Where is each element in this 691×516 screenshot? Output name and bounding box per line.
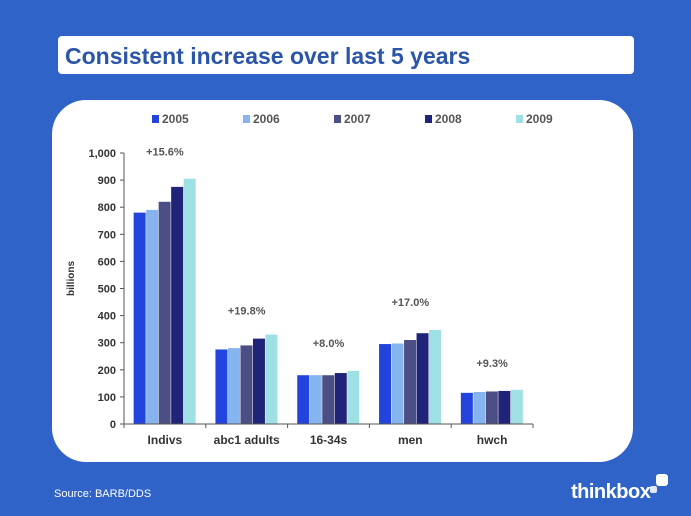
legend-swatch-2006 (243, 115, 250, 123)
legend-label: 2006 (253, 112, 280, 126)
source-note: Source: BARB/DDS (54, 488, 152, 500)
bar-2009-2 (347, 370, 360, 424)
bar-2006-4 (473, 392, 486, 424)
logo-small-square-icon (650, 486, 657, 493)
category-label: men (398, 433, 423, 447)
y-tick-label: 700 (98, 229, 116, 241)
bar-2005-4 (460, 392, 473, 424)
legend-swatch-2005 (152, 115, 159, 123)
category-label: abc1 adults (214, 433, 280, 447)
legend-label: 2008 (435, 112, 462, 126)
bar-2008-3 (416, 333, 429, 424)
y-axis-label: billions (66, 261, 77, 296)
bar-2005-1 (215, 349, 228, 424)
legend-swatch-2007 (334, 115, 341, 123)
category-label: Indivs (148, 433, 183, 447)
y-tick-label: 400 (98, 311, 116, 323)
bar-2009-3 (429, 329, 442, 424)
logo-square-icon (656, 474, 668, 486)
bar-2007-4 (485, 391, 498, 424)
growth-annotation: +8.0% (313, 338, 345, 350)
bar-2009-4 (510, 389, 523, 424)
bar-2009-1 (265, 334, 278, 424)
growth-annotation: +9.3% (476, 358, 508, 370)
bar-2008-2 (334, 373, 347, 424)
bar-2007-0 (158, 201, 171, 424)
y-tick-label: 300 (98, 338, 116, 350)
bar-2005-3 (379, 344, 392, 424)
bar-2006-2 (309, 375, 322, 424)
y-tick-label: 900 (98, 175, 116, 187)
bar-chart: Indivs +15.6% abc1 adults +19.8% 16-34s +8.0%… (66, 112, 553, 447)
y-tick-label: 800 (98, 202, 116, 214)
bar-2006-0 (146, 209, 159, 424)
title-bar: Consistent increase over last 5 years (58, 36, 634, 74)
legend-swatch-2008 (425, 115, 432, 123)
bar-2005-2 (297, 375, 310, 424)
bar-2007-1 (240, 345, 253, 424)
bar-2009-0 (183, 178, 196, 424)
bar-2006-3 (391, 343, 404, 424)
bar-2005-0 (133, 212, 146, 424)
growth-annotation: +17.0% (391, 297, 429, 309)
bar-2007-3 (404, 339, 417, 424)
bar-2007-2 (322, 375, 335, 424)
y-tick-label: 500 (98, 284, 116, 296)
growth-annotation: +15.6% (146, 147, 184, 159)
slide-title: Consistent increase over last 5 years (65, 43, 471, 69)
legend-label: 2005 (162, 112, 189, 126)
y-tick-label: 1,000 (88, 148, 116, 160)
category-label: 16-34s (310, 433, 348, 447)
legend-swatch-2009 (516, 115, 523, 123)
y-tick-label: 100 (98, 392, 116, 404)
y-tick-label: 0 (110, 419, 116, 431)
bar-2008-1 (252, 338, 265, 424)
legend-label: 2009 (526, 112, 553, 126)
bar-2006-1 (227, 348, 240, 424)
bar-2008-0 (171, 186, 184, 425)
growth-annotation: +19.8% (228, 305, 266, 317)
y-tick-label: 200 (98, 365, 116, 377)
bar-2008-4 (498, 390, 511, 424)
legend-label: 2007 (344, 112, 371, 126)
category-label: hwch (477, 433, 508, 447)
chart-panel: Indivs +15.6% abc1 adults +19.8% 16-34s +8.0%… (52, 100, 633, 462)
y-tick-label: 600 (98, 256, 116, 268)
thinkbox-logo: thinkbox (571, 481, 651, 503)
